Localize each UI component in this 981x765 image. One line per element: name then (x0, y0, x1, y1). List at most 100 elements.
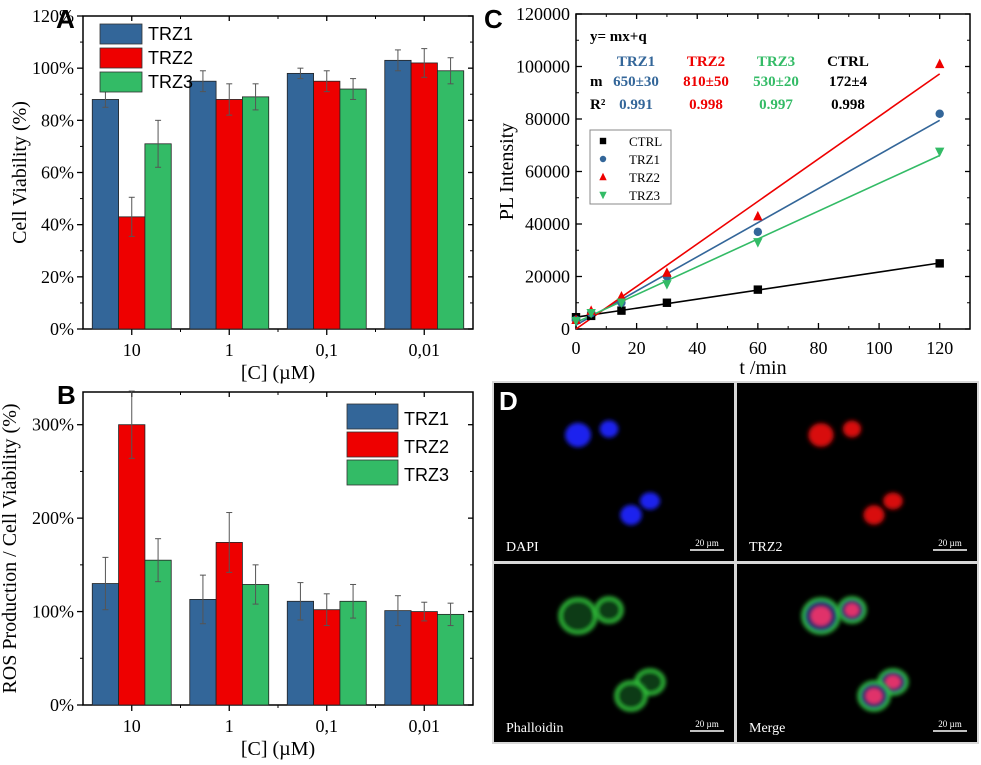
fit-slope-ctrl: 172±4 (829, 74, 868, 90)
legend-label-trz1: TRZ1 (148, 24, 193, 44)
legend-swatch-trz2 (99, 47, 143, 69)
legend-label-trz3: TRZ3 (629, 188, 660, 203)
y-tick-label: 60000 (525, 162, 570, 182)
image-background (737, 564, 977, 742)
scale-bar-label: 20 µm (938, 719, 961, 729)
image-label-dapi: DAPI (506, 540, 539, 555)
data-point-trz2 (753, 210, 763, 221)
x-tick-label: 0,1 (316, 716, 339, 736)
merged-stain (864, 687, 884, 705)
bar-trz3 (339, 88, 367, 330)
panel-a-bar-chart: A 0% 20% 40% 60% 80% 100% 120% 10 1 0,1 0,01 [C] (µ… (9, 4, 474, 384)
data-point-ctrl (753, 285, 763, 294)
microscopy-image-dapi: DAPI 20 µm (494, 383, 734, 561)
bar-trz2 (313, 80, 341, 330)
data-point-ctrl (935, 259, 944, 268)
legend-marker-ctrl (599, 137, 607, 145)
legend-swatch-trz1 (99, 23, 143, 45)
fit-r2-trz2: 0.998 (689, 97, 723, 113)
scale-bar-label: 20 µm (938, 538, 961, 548)
legend-label-ctrl: CTRL (629, 134, 662, 149)
data-point-trz3 (662, 280, 672, 290)
actin-stain (558, 597, 598, 635)
actin-stain (594, 596, 624, 624)
data-point-trz3 (586, 309, 596, 319)
bar-trz3 (144, 143, 172, 330)
image-background (737, 383, 977, 561)
legend: CTRL TRZ1 TRZ2 TRZ3 (589, 129, 672, 205)
x-tick-label: 0 (572, 338, 581, 358)
image-label-trz2: TRZ2 (749, 540, 782, 555)
legend-marker-trz2 (599, 172, 607, 181)
y-tick-label: 100% (32, 58, 74, 78)
data-point-trz1 (935, 109, 944, 118)
data-point-trz3 (571, 316, 581, 327)
microscopy-image-phalloidin: Phalloidin 20 µm (494, 564, 734, 742)
image-label-phalloidin: Phalloidin (506, 721, 564, 736)
x-tick-label: 1 (225, 340, 234, 360)
y-tick-label: 120% (32, 6, 74, 26)
y-tick-label: 80% (41, 110, 74, 130)
y-tick-label: 20000 (525, 267, 570, 287)
y-tick-label: 300% (32, 415, 74, 435)
fit-r2-trz1: 0.991 (619, 97, 653, 113)
image-label-merge: Merge (749, 721, 785, 736)
x-tick-label: 60 (749, 338, 767, 358)
x-tick-label: 40 (688, 338, 706, 358)
nucleus-stain (620, 504, 642, 526)
y-tick-label: 200% (32, 508, 74, 528)
panel-c-scatter-chart: C 0 20000 40000 60000 80000 100000 120000 0 20 40… (484, 4, 971, 379)
bar-trz2 (410, 611, 438, 706)
y-tick-label: 40% (41, 215, 74, 235)
microscopy-image-trz2: TRZ2 20 µm (737, 383, 977, 561)
nucleus-stain (639, 492, 661, 510)
y-tick-label: 60% (41, 163, 74, 183)
y-tick-label: 120000 (516, 4, 570, 24)
bar-trz3 (437, 613, 465, 706)
compound-stain (883, 492, 903, 510)
fit-slope-trz1: 650±30 (613, 74, 659, 90)
fit-slope-trz2: 810±50 (683, 74, 729, 90)
y-axis-label: ROS Production / Cell Viability (%) (0, 403, 21, 693)
x-tick-label: 20 (628, 338, 646, 358)
compound-stain (863, 505, 885, 525)
image-background (494, 383, 734, 561)
scale-bar-label: 20 µm (695, 719, 718, 729)
x-axis-label: t /min (739, 357, 786, 379)
x-tick-label: 10 (123, 340, 141, 360)
x-tick-label: 10 (123, 716, 141, 736)
legend-swatch-trz2 (346, 431, 399, 458)
y-tick-label: 100% (32, 602, 74, 622)
x-tick-label: 80 (809, 338, 827, 358)
fit-line-trz1 (575, 119, 941, 326)
y-tick-label: 40000 (525, 214, 570, 234)
y-tick-label: 20% (41, 267, 74, 287)
scale-bar-label: 20 µm (695, 538, 718, 548)
x-tick-label: 0,01 (409, 340, 441, 360)
x-tick-label: 1 (225, 716, 234, 736)
fit-header-trz3: TRZ3 (757, 54, 795, 70)
image-background (494, 564, 734, 742)
y-axis-label: PL Intensity (496, 123, 518, 221)
bar-trz2 (118, 424, 146, 706)
legend-label-trz3: TRZ3 (148, 72, 193, 92)
legend-label-trz2: TRZ2 (148, 48, 193, 68)
bar-trz2 (215, 99, 243, 330)
fit-line-trz2 (575, 73, 941, 330)
compound-stain (842, 420, 862, 438)
x-tick-label: 120 (926, 338, 953, 358)
merged-stain (843, 602, 861, 618)
fit-header-ctrl: CTRL (827, 54, 869, 70)
data-point-trz2 (616, 290, 627, 301)
panel-b-letter: B (57, 380, 76, 410)
legend-label-trz3: TRZ3 (404, 465, 449, 485)
fit-header-trz2: TRZ2 (687, 54, 725, 70)
fit-r2-ctrl: 0.998 (831, 97, 865, 113)
data-point-trz3 (753, 238, 763, 248)
nucleus-stain (599, 420, 619, 438)
legend-swatch-trz3 (346, 459, 399, 486)
fit-header-trz1: TRZ1 (617, 54, 655, 70)
fit-equation: y= mx+q (590, 29, 647, 45)
bar-trz1 (189, 80, 217, 330)
